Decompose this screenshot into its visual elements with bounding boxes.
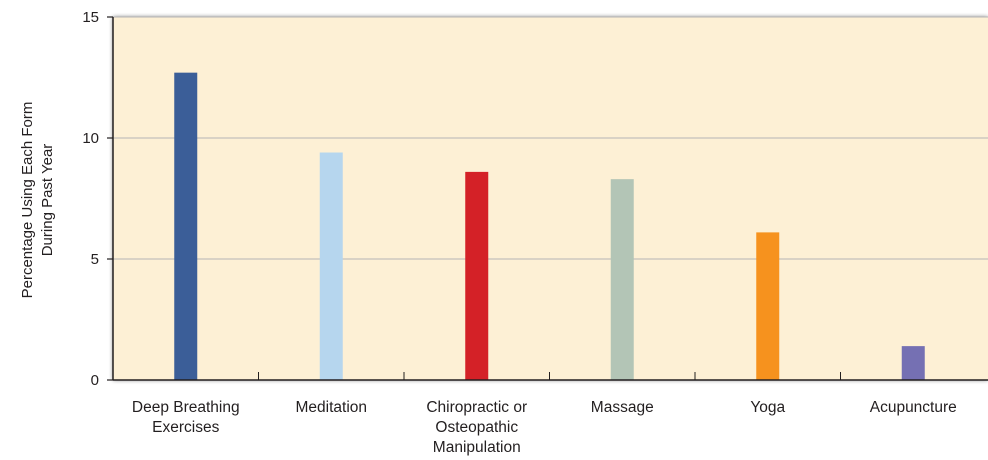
x-category-labels: Deep Breathing Exercises Meditation Chiropr… [132,399,957,456]
y-tick-labels: 0 5 10 15 [82,9,113,389]
x-category-label: Acupuncture [870,399,957,416]
x-category-label: Deep Breathing [132,399,240,416]
plot-area [113,17,988,380]
bar [174,72,198,380]
bars [174,72,925,380]
y-tick-label: 15 [82,9,99,26]
bar [756,232,780,380]
gridlines [113,16,988,260]
y-axis-title-line: During Past Year [39,144,56,257]
bar [465,171,489,380]
bar [610,179,634,380]
x-category-label: Osteopathic [435,419,518,436]
x-category-label: Massage [591,399,654,416]
y-tick-label: 10 [82,130,99,147]
x-category-label: Manipulation [433,439,521,456]
y-tick-label: 0 [91,372,99,389]
x-category-label: Yoga [750,399,785,416]
x-category-label: Exercises [152,419,219,436]
x-category-label: Chiropractic or [426,399,527,416]
x-category-label: Meditation [295,399,367,416]
axes [112,17,988,381]
bar [901,346,925,380]
bar [319,152,343,380]
y-tick-label: 5 [91,251,99,268]
y-axis-title: Percentage Using Each Form During Past Ye… [19,102,56,299]
y-axis-title-line: Percentage Using Each Form [19,102,36,299]
